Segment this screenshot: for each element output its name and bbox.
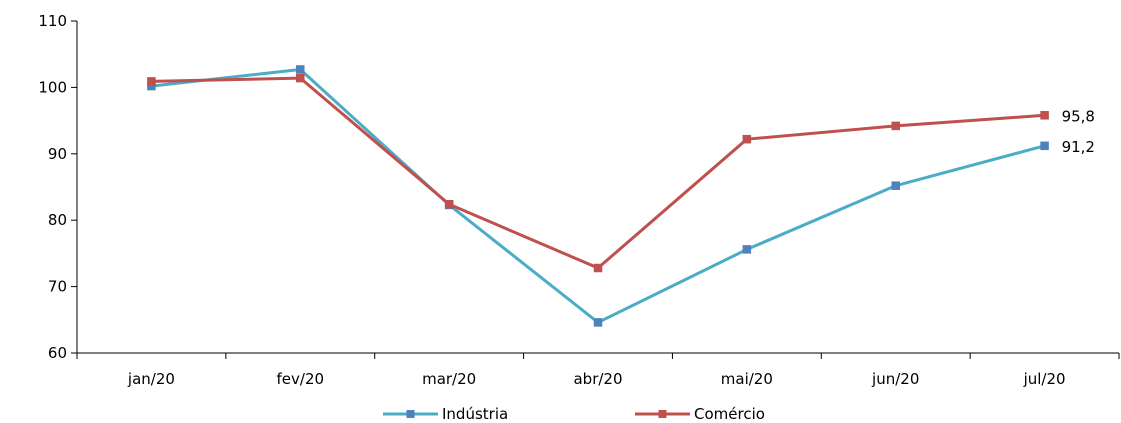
data-point-marker: [296, 73, 305, 83]
x-tick-label: fev/20: [277, 370, 325, 388]
x-tick-label: jun/20: [871, 370, 919, 388]
y-tick-label: 80: [48, 211, 67, 229]
data-point-marker: [593, 263, 603, 273]
data-point-marker: [147, 77, 156, 86]
x-tick-label: jan/20: [127, 370, 175, 388]
data-point-marker: [1040, 111, 1049, 120]
legend-item: Comércio: [635, 405, 765, 423]
x-axis: jan/20 fev/20 mar/20 abr/20 mai/20 jun/20 jul/…: [76, 352, 1120, 388]
data-point-marker: [593, 318, 603, 327]
data-point-marker: [742, 245, 752, 254]
y-tick-label: 110: [38, 12, 67, 30]
y-tick-label: 70: [48, 278, 67, 296]
series-line: [151, 67, 1045, 324]
series-industria: [147, 65, 1049, 327]
legend-marker: [658, 410, 667, 418]
data-point-marker: [891, 121, 900, 131]
x-tick-label: mai/20: [721, 370, 773, 388]
legend-marker: [406, 410, 415, 418]
data-point-marker: [1040, 141, 1049, 151]
x-tick-label: mar/20: [422, 370, 476, 388]
x-tick-label: abr/20: [573, 370, 622, 388]
y-tick-label: 90: [48, 145, 67, 163]
data-point-marker: [742, 134, 752, 144]
legend-item: Indústria: [383, 405, 508, 423]
y-axis: 60 70 80 90 100 110: [38, 12, 78, 362]
data-point-marker: [444, 200, 454, 209]
y-tick-label: 100: [38, 78, 67, 96]
legend-label: Indústria: [442, 405, 508, 423]
data-point-marker: [296, 65, 305, 74]
legend-label: Comércio: [694, 405, 765, 423]
series-line: [151, 76, 1045, 270]
end-data-label: 95,8: [1062, 107, 1095, 125]
y-tick-label: 60: [48, 344, 67, 362]
series-layer: [147, 65, 1049, 327]
legend: Indústria Comércio: [383, 405, 765, 423]
data-point-marker: [891, 181, 900, 190]
x-tick-label: jul/20: [1023, 370, 1066, 388]
end-labels: 91,2 95,8: [1062, 107, 1095, 156]
end-data-label: 91,2: [1062, 138, 1095, 156]
series-comercio: [147, 73, 1049, 273]
